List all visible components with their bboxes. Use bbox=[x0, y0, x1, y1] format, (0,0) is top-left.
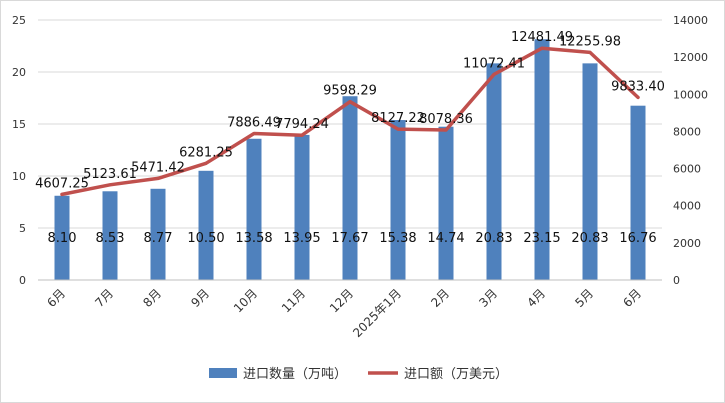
line-value-label: 7794.24 bbox=[275, 117, 329, 132]
left-y-axis: 0 5 10 15 20 25 bbox=[12, 14, 26, 287]
x-tick-label: 2025年1月 bbox=[350, 286, 404, 340]
y-left-tick-label: 5 bbox=[19, 222, 26, 235]
line-point bbox=[444, 128, 448, 132]
bar-value-label: 13.95 bbox=[283, 231, 320, 246]
y-right-tick-label: 2000 bbox=[673, 237, 701, 250]
x-tick-label: 2月 bbox=[428, 286, 452, 310]
line-value-label: 6281.25 bbox=[179, 145, 233, 160]
bar-value-label: 8.53 bbox=[96, 231, 125, 246]
data-labels: 8.10 8.53 8.77 10.50 13.58 13.95 17.67 15.38 14.… bbox=[35, 30, 665, 246]
y-left-tick-label: 25 bbox=[12, 14, 26, 27]
line-point bbox=[588, 50, 592, 54]
x-tick-label: 5月 bbox=[572, 286, 596, 310]
bar bbox=[294, 134, 310, 280]
bar-value-label: 13.58 bbox=[235, 231, 272, 246]
line-point bbox=[396, 127, 400, 131]
bar bbox=[486, 63, 502, 281]
line-value-label: 8127.22 bbox=[371, 111, 425, 126]
bar bbox=[438, 126, 454, 280]
bar-value-label: 14.74 bbox=[427, 231, 464, 246]
bar bbox=[150, 188, 166, 280]
bar-value-label: 17.67 bbox=[331, 231, 368, 246]
right-y-axis: 0 2000 4000 6000 8000 10000 12000 14000 bbox=[673, 14, 708, 287]
legend-label-line: 进口额（万美元） bbox=[404, 367, 508, 382]
bar bbox=[246, 138, 262, 280]
x-tick-label: 4月 bbox=[524, 286, 548, 310]
x-tick-label: 12月 bbox=[327, 286, 356, 315]
bar-value-label: 23.15 bbox=[523, 231, 560, 246]
line-point bbox=[540, 46, 544, 50]
bar-value-label: 20.83 bbox=[475, 231, 512, 246]
bar bbox=[630, 105, 646, 280]
y-right-tick-label: 10000 bbox=[673, 88, 708, 101]
line-point bbox=[156, 176, 160, 180]
bar-series bbox=[54, 39, 646, 281]
bar-value-label: 16.76 bbox=[619, 231, 656, 246]
x-tick-label: 6月 bbox=[44, 286, 68, 310]
x-tick-label: 7月 bbox=[92, 286, 116, 310]
line-point bbox=[348, 100, 352, 104]
line-value-label: 5471.42 bbox=[131, 160, 185, 175]
y-right-tick-label: 12000 bbox=[673, 51, 708, 64]
line-point bbox=[60, 192, 64, 196]
bar bbox=[54, 195, 70, 280]
bar-value-label: 20.83 bbox=[571, 231, 608, 246]
line-series bbox=[60, 46, 640, 197]
line-point bbox=[204, 161, 208, 165]
line-value-label: 12255.98 bbox=[559, 34, 621, 49]
legend-label-bar: 进口数量（万吨） bbox=[243, 367, 347, 382]
line-point bbox=[108, 183, 112, 187]
legend-swatch-bar bbox=[209, 368, 237, 378]
line-point bbox=[492, 72, 496, 76]
bar bbox=[390, 120, 406, 280]
bar bbox=[102, 191, 118, 280]
line-value-label: 4607.25 bbox=[35, 176, 89, 191]
bar bbox=[582, 63, 598, 281]
line-value-label: 11072.41 bbox=[463, 56, 525, 71]
y-right-tick-label: 0 bbox=[673, 274, 680, 287]
line-value-label: 7886.49 bbox=[227, 116, 281, 131]
bar bbox=[342, 96, 358, 281]
bar-value-label: 10.50 bbox=[187, 231, 224, 246]
line-value-label: 12481.49 bbox=[511, 30, 573, 45]
bar-value-label: 8.77 bbox=[144, 231, 173, 246]
x-tick-label: 9月 bbox=[188, 286, 212, 310]
y-left-tick-label: 20 bbox=[12, 66, 26, 79]
line-point bbox=[252, 132, 256, 136]
line-point bbox=[300, 133, 304, 137]
bar-value-label: 15.38 bbox=[379, 231, 416, 246]
line-value-label: 9598.29 bbox=[323, 84, 377, 99]
y-left-tick-label: 10 bbox=[12, 170, 26, 183]
bar-value-label: 8.10 bbox=[48, 231, 77, 246]
bar bbox=[534, 39, 550, 280]
x-tick-label: 8月 bbox=[140, 286, 164, 310]
x-tick-label: 3月 bbox=[476, 286, 500, 310]
x-tick-label: 6月 bbox=[620, 286, 644, 310]
bar bbox=[198, 170, 214, 280]
line-value-label: 8078.36 bbox=[419, 112, 473, 127]
y-right-tick-label: 8000 bbox=[673, 125, 701, 138]
y-right-tick-label: 14000 bbox=[673, 14, 708, 27]
y-left-tick-label: 0 bbox=[19, 274, 26, 287]
line-value-label: 5123.61 bbox=[83, 167, 137, 182]
y-left-tick-label: 15 bbox=[12, 118, 26, 131]
y-right-tick-label: 6000 bbox=[673, 163, 701, 176]
line-point bbox=[636, 95, 640, 99]
y-right-tick-label: 4000 bbox=[673, 200, 701, 213]
x-tick-label: 11月 bbox=[279, 286, 308, 315]
legend: 进口数量（万吨） 进口额（万美元） bbox=[209, 367, 508, 382]
x-tick-label: 10月 bbox=[231, 286, 260, 315]
line-value-label: 9833.40 bbox=[611, 79, 665, 94]
